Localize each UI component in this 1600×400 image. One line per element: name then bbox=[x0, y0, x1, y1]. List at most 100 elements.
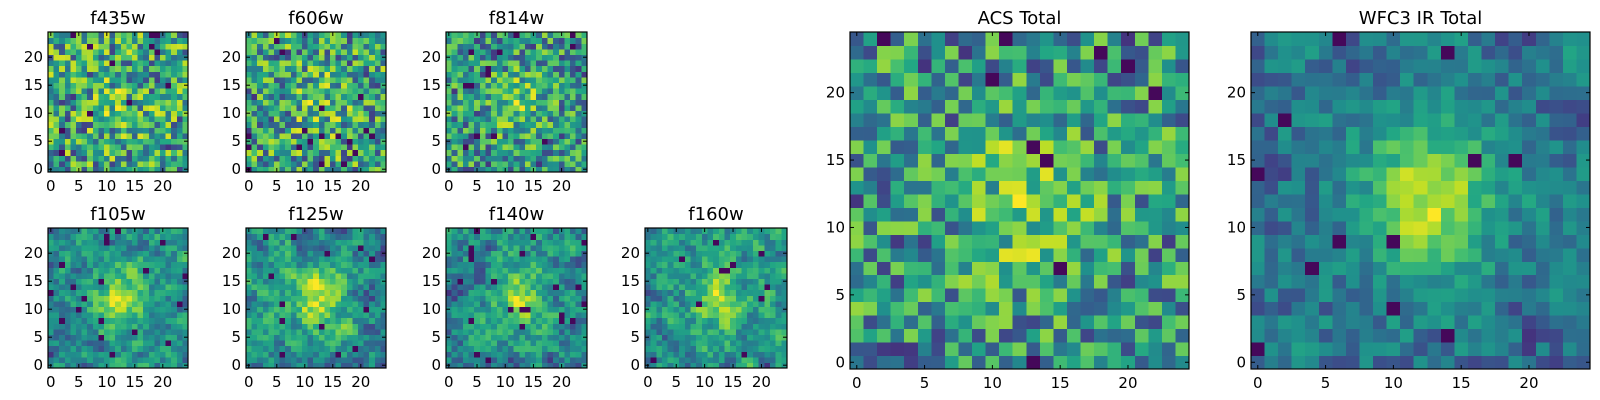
heatmap-cell bbox=[268, 166, 275, 173]
heatmap-cell bbox=[318, 32, 325, 39]
heatmap-cell bbox=[324, 312, 331, 319]
heatmap-cell bbox=[76, 300, 83, 307]
heatmap-cell bbox=[176, 362, 183, 369]
heatmap-cell bbox=[764, 323, 771, 330]
heatmap-cell bbox=[104, 116, 111, 123]
heatmap-cell bbox=[479, 132, 487, 139]
heatmap-cell bbox=[363, 300, 370, 307]
heatmap-cell bbox=[154, 362, 161, 369]
heatmap-cell bbox=[176, 306, 183, 313]
heatmap-cell bbox=[690, 239, 697, 246]
heatmap-cell bbox=[718, 256, 726, 263]
heatmap-cell bbox=[132, 132, 139, 139]
heatmap-cell bbox=[524, 54, 532, 61]
heatmap-cell bbox=[98, 160, 105, 167]
heatmap-cell bbox=[547, 132, 554, 139]
heatmap-cell bbox=[451, 345, 458, 352]
heatmap-cell bbox=[246, 356, 253, 363]
heatmap-cell bbox=[126, 110, 133, 117]
heatmap-cell bbox=[104, 121, 111, 128]
heatmap-cell bbox=[491, 295, 498, 302]
heatmap-cell bbox=[59, 121, 66, 128]
heatmap-cell bbox=[53, 362, 60, 369]
heatmap-cell bbox=[109, 261, 116, 268]
heatmap-cell bbox=[747, 228, 754, 235]
heatmap-cell bbox=[313, 82, 320, 89]
heatmap-cell bbox=[171, 37, 178, 44]
heatmap-cell bbox=[257, 138, 264, 145]
heatmap-cell bbox=[246, 244, 253, 251]
heatmap-cell bbox=[268, 261, 275, 268]
heatmap-cell bbox=[285, 93, 292, 100]
heatmap-cell bbox=[313, 351, 320, 358]
heatmap-cell bbox=[115, 334, 122, 341]
heatmap-cell bbox=[479, 272, 487, 279]
heatmap-cell bbox=[570, 88, 577, 95]
heatmap-cell bbox=[575, 160, 582, 167]
heatmap-cell bbox=[53, 317, 60, 324]
heatmap-cell bbox=[324, 116, 331, 123]
heatmap-cell bbox=[558, 144, 566, 151]
heatmap-cell bbox=[132, 306, 139, 313]
heatmap-cell bbox=[176, 37, 183, 44]
heatmap-cell bbox=[536, 233, 543, 240]
heatmap-cell bbox=[570, 295, 577, 302]
heatmap-cell bbox=[558, 284, 566, 291]
heatmap-cell bbox=[764, 272, 771, 279]
heatmap-cell bbox=[346, 239, 353, 246]
heatmap-cell bbox=[890, 220, 905, 235]
heatmap-cell bbox=[358, 250, 365, 257]
heatmap-cell bbox=[120, 43, 127, 50]
heatmap-cell bbox=[513, 99, 520, 106]
heatmap-cell bbox=[496, 244, 503, 251]
heatmap-cell bbox=[369, 244, 376, 251]
heatmap-cell bbox=[1066, 220, 1082, 235]
heatmap-cell bbox=[958, 207, 973, 222]
heatmap-cell bbox=[513, 261, 520, 268]
heatmap-cell bbox=[462, 88, 470, 95]
heatmap-cell bbox=[81, 116, 88, 123]
heatmap-cell bbox=[70, 43, 77, 50]
heatmap-cell bbox=[115, 239, 122, 246]
heatmap-cell bbox=[570, 166, 577, 173]
heatmap-cell bbox=[496, 351, 503, 358]
heatmap-cell bbox=[701, 345, 709, 352]
heatmap-cell bbox=[524, 300, 532, 307]
heatmap-cell bbox=[302, 278, 309, 285]
heatmap-cell bbox=[662, 317, 669, 324]
heatmap-cell bbox=[570, 104, 577, 111]
heatmap-cell bbox=[171, 289, 178, 296]
heatmap-cell bbox=[524, 32, 532, 39]
heatmap-cell bbox=[285, 306, 292, 313]
heatmap-cell bbox=[570, 48, 577, 55]
heatmap-cell bbox=[696, 239, 703, 246]
heatmap-cell bbox=[251, 334, 258, 341]
heatmap-cell bbox=[64, 233, 71, 240]
heatmap-cell bbox=[302, 244, 309, 251]
heatmap-cell bbox=[553, 149, 560, 156]
heatmap-cell bbox=[358, 48, 365, 55]
heatmap-cell bbox=[747, 250, 754, 257]
heatmap-cell bbox=[904, 288, 919, 303]
heatmap-cell bbox=[318, 289, 325, 296]
heatmap-cell bbox=[1121, 261, 1136, 276]
heatmap-cell bbox=[154, 295, 161, 302]
heatmap-cell bbox=[479, 76, 487, 83]
heatmap-cell bbox=[302, 155, 309, 162]
heatmap-cell bbox=[109, 345, 116, 352]
heatmap-cell bbox=[575, 60, 582, 67]
heatmap-cell bbox=[684, 228, 692, 235]
heatmap-cell bbox=[1161, 207, 1177, 222]
heatmap-cell bbox=[48, 160, 55, 167]
heatmap-cell bbox=[558, 65, 566, 72]
heatmap-cell bbox=[132, 261, 139, 268]
heatmap-cell bbox=[324, 278, 331, 285]
heatmap-cell bbox=[313, 261, 320, 268]
heatmap-cell bbox=[92, 127, 99, 134]
heatmap-cell bbox=[92, 71, 99, 78]
heatmap-cell bbox=[59, 239, 66, 246]
heatmap-cell bbox=[70, 345, 77, 352]
heatmap-cell bbox=[64, 289, 71, 296]
heatmap-cell bbox=[137, 250, 144, 257]
heatmap-cell bbox=[380, 65, 387, 72]
